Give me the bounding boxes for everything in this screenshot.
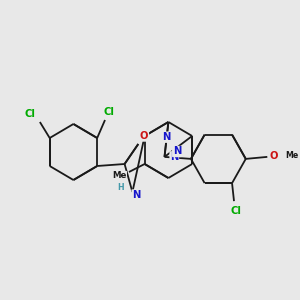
Text: O: O	[140, 131, 148, 141]
Text: Cl: Cl	[103, 107, 114, 117]
Text: Me: Me	[285, 152, 298, 160]
Text: Me: Me	[112, 172, 126, 181]
Text: Cl: Cl	[230, 206, 242, 216]
Text: N: N	[170, 152, 178, 162]
Text: N: N	[173, 146, 181, 157]
Text: H: H	[117, 182, 124, 191]
Text: Cl: Cl	[25, 109, 35, 119]
Text: N: N	[132, 190, 140, 200]
Text: N: N	[162, 132, 170, 142]
Text: O: O	[270, 151, 278, 161]
